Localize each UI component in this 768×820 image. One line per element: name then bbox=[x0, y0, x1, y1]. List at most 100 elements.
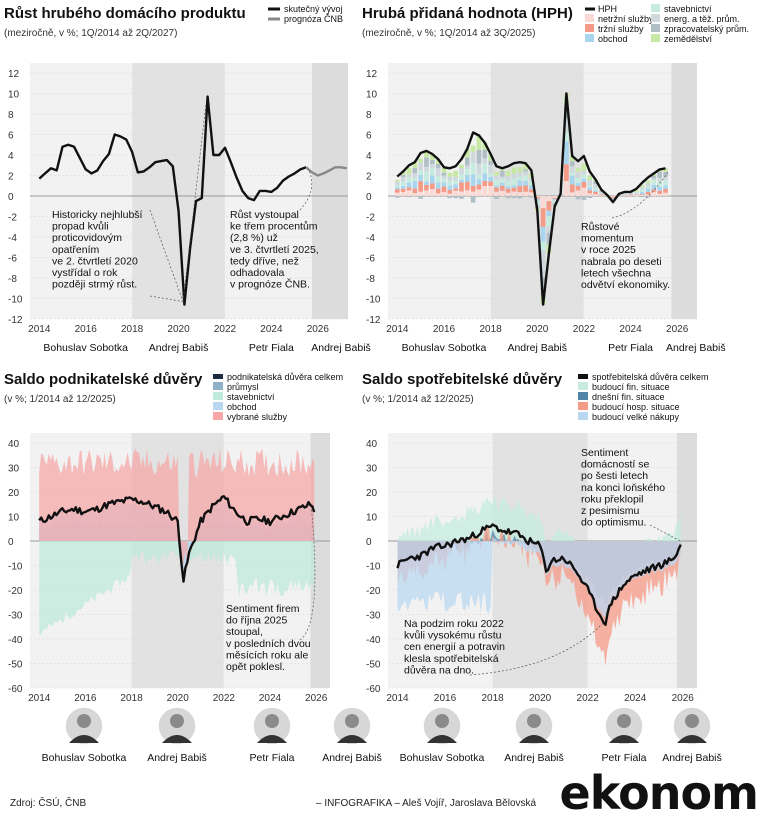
government-label: Bohuslav Sobotka bbox=[402, 342, 487, 354]
government-band bbox=[677, 433, 697, 688]
gva-bar-segment bbox=[547, 216, 552, 226]
gva-bar-segment bbox=[407, 187, 412, 190]
y-tick-label: -20 bbox=[8, 586, 23, 597]
gva-bar-segment bbox=[657, 191, 662, 194]
x-tick-label: 2018 bbox=[120, 693, 143, 704]
legend-swatch bbox=[213, 412, 223, 420]
legend-label: zemědělství bbox=[664, 34, 713, 44]
gva-bar-segment bbox=[442, 182, 447, 186]
gva-bar-segment bbox=[401, 181, 406, 186]
gva-bar-segment bbox=[593, 190, 598, 191]
x-tick-label: 2014 bbox=[28, 693, 51, 704]
annotation-business-line: měsících roku ale bbox=[226, 649, 308, 661]
gva-bar-segment bbox=[418, 196, 423, 199]
legend-swatch bbox=[578, 402, 588, 410]
gva-bar-segment bbox=[582, 171, 587, 175]
gva-bar-segment bbox=[430, 168, 435, 175]
annotation-covid-line: později strmý růst. bbox=[52, 279, 137, 291]
x-tick-label: 2022 bbox=[214, 324, 237, 335]
gva-bar-segment bbox=[471, 146, 476, 153]
annotation-momentum-line: v roce 2025 bbox=[581, 244, 636, 256]
annotation-momentum-line: letech všechna bbox=[581, 267, 651, 279]
gva-bar-segment bbox=[506, 181, 511, 187]
portrait-andrej-babi-: Andrej Babiš bbox=[322, 707, 382, 764]
annotation-business-line: opět poklesl. bbox=[226, 661, 285, 673]
y-tick-label: -20 bbox=[366, 586, 381, 597]
legend-swatch bbox=[651, 14, 660, 22]
gva-bar-segment bbox=[663, 189, 668, 193]
government-label: Petr Fiala bbox=[608, 342, 653, 354]
gva-bar-segment bbox=[459, 180, 464, 183]
gva-bar-segment bbox=[459, 168, 464, 175]
y-tick-label: -6 bbox=[366, 254, 375, 265]
x-tick-label: 2018 bbox=[479, 324, 502, 335]
government-label: Andrej Babiš bbox=[322, 752, 382, 764]
annotation-business-line: do října 2025 bbox=[226, 615, 287, 627]
gva-bar-segment bbox=[447, 173, 452, 177]
gva-bar-segment bbox=[576, 186, 581, 190]
y-tick-label: -10 bbox=[8, 562, 23, 573]
legend-swatch bbox=[585, 34, 594, 42]
gva-bar-segment bbox=[652, 176, 657, 179]
government-label: Bohuslav Sobotka bbox=[43, 342, 128, 354]
gva-bar-segment bbox=[622, 194, 627, 195]
gva-bar-segment bbox=[634, 194, 639, 195]
y-tick-label: 6 bbox=[8, 131, 14, 142]
gva-bar-segment bbox=[477, 190, 482, 196]
gva-bar-segment bbox=[547, 201, 552, 210]
gva-bar-segment bbox=[506, 196, 511, 198]
y-tick-label: -30 bbox=[366, 611, 381, 622]
gva-bar-segment bbox=[412, 181, 417, 188]
legend-label: dnešní fin. situace bbox=[592, 392, 665, 402]
gva-bar-segment bbox=[395, 187, 400, 189]
y-tick-label: 4 bbox=[8, 151, 14, 162]
legend-label: podnikatelská důvěra celkem bbox=[227, 372, 343, 382]
gva-bar-segment bbox=[401, 189, 406, 192]
gva-bar-segment bbox=[587, 188, 592, 191]
y-tick-label: -2 bbox=[8, 213, 17, 224]
government-label: Andrej Babiš bbox=[149, 342, 209, 354]
chart-subtitle: (meziročně, v %; 1Q/2014 až 3Q/2025) bbox=[362, 28, 535, 39]
gva-bar-segment bbox=[424, 157, 429, 166]
x-tick-label: 2024 bbox=[619, 324, 642, 335]
gva-bar-segment bbox=[523, 181, 528, 186]
chart-gdp-growth: Růst hrubého domácího produktu(meziročně… bbox=[4, 4, 371, 354]
gva-bar-segment bbox=[512, 174, 517, 179]
legend-label: tržní služby bbox=[598, 24, 644, 34]
gva-bar-segment bbox=[646, 183, 651, 187]
gva-bar-segment bbox=[517, 180, 522, 186]
legend-swatch bbox=[651, 24, 660, 32]
gva-bar-segment bbox=[494, 186, 499, 188]
y-tick-label: 20 bbox=[366, 488, 378, 499]
gva-bar-segment bbox=[436, 193, 441, 196]
gva-bar-segment bbox=[512, 168, 517, 174]
gva-bar-segment bbox=[529, 189, 534, 192]
gva-bar-segment bbox=[646, 187, 651, 189]
y-tick-label: -60 bbox=[8, 684, 23, 695]
gva-bar-segment bbox=[517, 177, 522, 181]
gva-bar-segment bbox=[634, 192, 639, 193]
gva-bar-segment bbox=[582, 182, 587, 188]
y-tick-label: 40 bbox=[8, 439, 20, 450]
gva-bar-segment bbox=[576, 196, 581, 199]
y-tick-label: 4 bbox=[366, 151, 372, 162]
gva-bar-segment bbox=[482, 181, 487, 186]
gva-bar-segment bbox=[657, 194, 662, 196]
y-tick-label: 2 bbox=[366, 172, 372, 183]
y-tick-label: 0 bbox=[8, 192, 14, 203]
gva-bar-segment bbox=[599, 194, 604, 195]
gva-bar-segment bbox=[471, 196, 476, 203]
legend-swatch bbox=[578, 392, 588, 400]
gva-bar-segment bbox=[430, 175, 435, 183]
source-note: Zdroj: ČSÚ, ČNB bbox=[10, 798, 86, 809]
gva-bar-segment bbox=[488, 165, 493, 174]
gva-bar-segment bbox=[430, 189, 435, 196]
legend-swatch bbox=[213, 402, 223, 410]
portrait-andrej-babi-: Andrej Babiš bbox=[147, 707, 207, 764]
legend-swatch bbox=[213, 382, 223, 390]
gva-bar-segment bbox=[587, 193, 592, 196]
y-tick-label: 20 bbox=[8, 488, 20, 499]
gva-bar-segment bbox=[471, 152, 476, 163]
gva-bar-segment bbox=[424, 181, 429, 185]
